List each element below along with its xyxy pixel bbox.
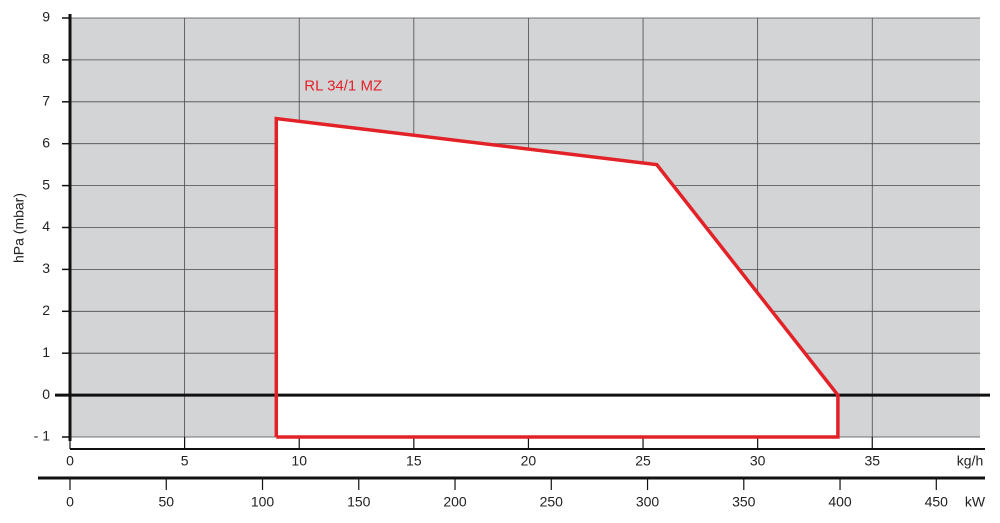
- x2-tick-label: 50: [158, 494, 174, 510]
- x2-tick-label: 0: [66, 494, 74, 510]
- working-field-outline: [274, 116, 840, 439]
- x2-tick-label: 200: [443, 494, 467, 510]
- x2-axis-label: kW: [965, 494, 986, 510]
- x-tick-label: 15: [406, 453, 422, 469]
- x-tick-label: 0: [66, 453, 74, 469]
- x-tick-label: 35: [864, 453, 880, 469]
- x-axis-label: kg/h: [957, 453, 983, 469]
- y-axis-label: hPa (mbar): [11, 193, 27, 263]
- y-tick-label: - 1: [34, 428, 51, 444]
- x-tick-label: 5: [181, 453, 189, 469]
- y-tick-label: 7: [42, 93, 50, 109]
- y-tick-label: 8: [42, 51, 50, 67]
- series-label: RL 34/1 MZ: [304, 78, 382, 95]
- x-tick-label: 25: [635, 453, 651, 469]
- y-tick-label: 1: [42, 344, 50, 360]
- y-tick-label: 3: [42, 260, 50, 276]
- x-tick-label: 20: [521, 453, 537, 469]
- y-tick-label: 9: [42, 9, 50, 25]
- y-tick-label: 6: [42, 134, 50, 150]
- x2-tick-label: 450: [925, 494, 949, 510]
- x2-tick-label: 150: [347, 494, 371, 510]
- x-tick-label: 10: [291, 453, 307, 469]
- y-tick-label: 2: [42, 302, 50, 318]
- y-tick-label: 5: [42, 176, 50, 192]
- x2-tick-label: 250: [540, 494, 564, 510]
- x2-tick-label: 300: [636, 494, 660, 510]
- x-tick-label: 30: [750, 453, 766, 469]
- y-tick-label: 4: [42, 218, 50, 234]
- working-field: [276, 118, 838, 437]
- x2-tick-label: 400: [828, 494, 852, 510]
- x2-tick-label: 350: [732, 494, 756, 510]
- y-tick-label: 0: [42, 386, 50, 402]
- x2-tick-label: 100: [251, 494, 275, 510]
